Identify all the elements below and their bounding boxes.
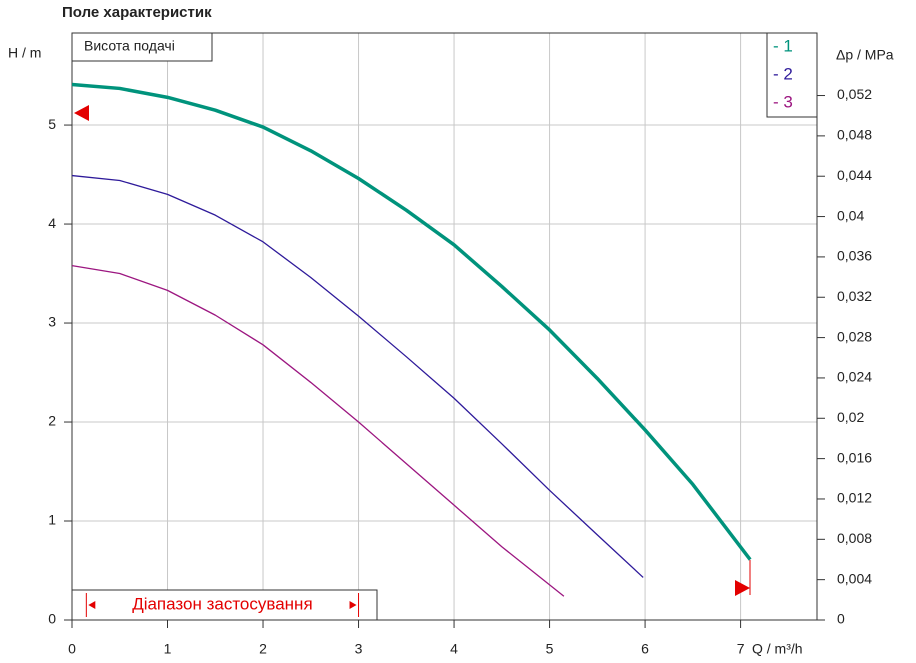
legend-entry: - 3 [773, 92, 793, 111]
y2-tick-label: 0,04 [837, 207, 864, 223]
x-tick-label: 4 [450, 641, 458, 657]
x-tick-label: 1 [164, 641, 172, 657]
y2-tick-label: 0,02 [837, 409, 864, 425]
x-tick-label: 5 [546, 641, 554, 657]
y2-tick-label: 0,024 [837, 369, 872, 385]
y-tick-label: 3 [48, 314, 56, 330]
y2-tick-label: 0,052 [837, 86, 872, 102]
legend-entry: - 1 [773, 36, 793, 55]
y2-tick-label: 0,016 [837, 449, 872, 465]
y2-tick-label: 0,012 [837, 490, 872, 506]
y2-tick-label: 0,008 [837, 530, 872, 546]
plot-frame [71, 32, 818, 621]
annotation: Висота подачі [84, 38, 175, 54]
y2-axis-label: Δp / MPa [836, 47, 894, 63]
y2-tick-label: 0,032 [837, 288, 872, 304]
y-tick-label: 4 [48, 215, 56, 231]
chart-title: Поле характеристик [62, 4, 212, 21]
marker [74, 105, 89, 121]
y2-tick-label: 0,004 [837, 570, 872, 586]
y-tick-label: 1 [48, 512, 56, 528]
series-line [71, 264, 565, 597]
x-tick-label: 0 [68, 641, 76, 657]
series-line [71, 174, 644, 578]
y-tick-label: 0 [48, 611, 56, 627]
y2-tick-label: 0 [837, 611, 845, 627]
x-tick-label: 7 [737, 641, 745, 657]
y-axis-label: H / m [8, 45, 41, 61]
x-tick-label: 2 [259, 641, 267, 657]
marker [735, 580, 750, 596]
x-tick-label: 6 [641, 641, 649, 657]
range-label: Діапазон застосування [132, 594, 312, 613]
y-tick-label: 5 [48, 116, 56, 132]
y2-tick-label: 0,048 [837, 127, 872, 143]
legend-box [766, 32, 818, 118]
y-tick-label: 2 [48, 413, 56, 429]
x-axis-label: Q / m³/h [752, 641, 803, 657]
annotation-box [71, 32, 213, 62]
range-box [71, 589, 378, 621]
x-tick-label: 3 [355, 641, 363, 657]
legend-entry: - 2 [773, 64, 793, 83]
y2-tick-label: 0,028 [837, 328, 872, 344]
y2-tick-label: 0,036 [837, 248, 872, 264]
plot-area [72, 33, 817, 620]
series-line [71, 82, 752, 561]
y2-tick-label: 0,044 [837, 167, 872, 183]
